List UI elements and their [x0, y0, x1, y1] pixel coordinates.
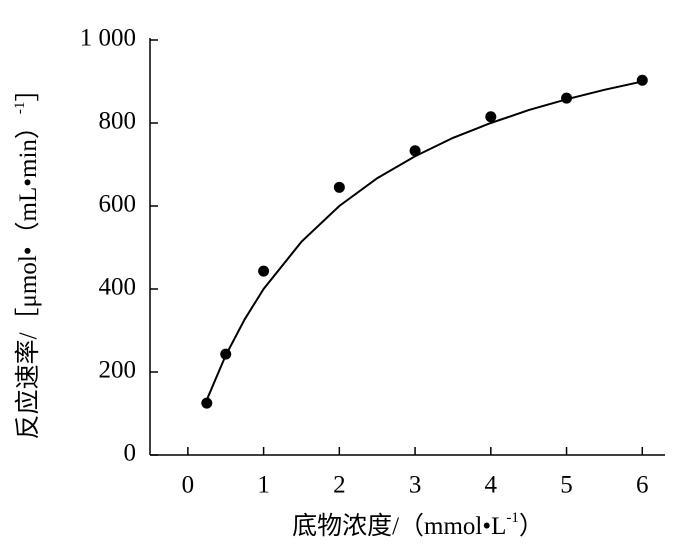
data-point	[636, 74, 648, 86]
x-axis-title-end: ）	[519, 512, 544, 540]
data-point	[220, 348, 232, 360]
data-point	[485, 111, 497, 123]
data-point	[258, 265, 270, 277]
y-axis-title-end: ］	[14, 77, 42, 102]
y-tick-label: 1 000	[80, 25, 136, 52]
x-tick-label: 1	[257, 472, 270, 499]
x-tick-label: 2	[333, 472, 346, 499]
data-point	[333, 181, 345, 193]
y-axis-title-sup: -1	[12, 102, 28, 115]
x-tick-label: 6	[636, 472, 649, 499]
x-tick-label: 4	[485, 472, 498, 499]
y-axis-title-text: 反应速率/［μmol•（mL•min）	[14, 114, 42, 439]
data-point	[409, 145, 421, 157]
x-axis-title-sup: -1	[506, 510, 519, 526]
y-tick-label: 600	[99, 191, 137, 218]
y-tick-label: 0	[124, 440, 137, 467]
x-axis-title-text: 底物浓度/（mmol•L	[292, 512, 506, 540]
x-tick-label: 5	[560, 472, 573, 499]
y-tick-label: 400	[99, 274, 137, 301]
data-point	[561, 92, 573, 104]
fit-curve	[205, 80, 643, 401]
y-axis-title: 反应速率/［μmol•（mL•min）-1］	[12, 77, 41, 440]
y-tick-label: 800	[99, 108, 137, 135]
y-tick-label: 200	[99, 357, 137, 384]
data-point	[201, 397, 213, 409]
x-tick-label: 3	[409, 472, 422, 499]
x-axis-title: 底物浓度/（mmol•L-1）	[292, 510, 544, 539]
x-tick-label: 0	[182, 472, 195, 499]
